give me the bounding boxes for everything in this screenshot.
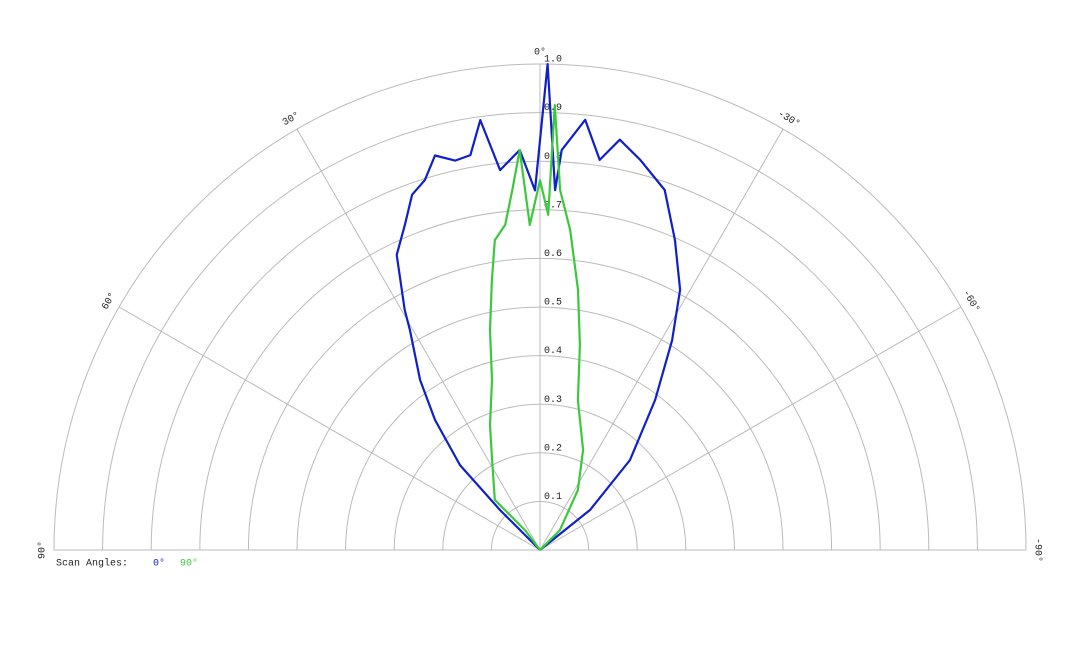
grid-spoke — [296, 128, 541, 551]
grid-spoke — [539, 306, 962, 551]
legend-title: Scan Angles: — [56, 558, 128, 570]
theta-tick-label: 30° — [281, 110, 303, 129]
grid-spoke — [118, 306, 541, 551]
r-tick-label: 0.4 — [544, 346, 562, 357]
r-tick-label: 0.9 — [544, 103, 562, 114]
theta-tick-label: 60° — [100, 291, 119, 313]
r-tick-label: 0.2 — [544, 443, 562, 454]
grid-spoke — [539, 128, 784, 551]
r-tick-label: 0.3 — [544, 395, 562, 406]
r-tick-label: 1.0 — [544, 55, 562, 66]
series-line — [488, 104, 585, 551]
r-tick-label: 0.6 — [544, 249, 562, 260]
r-tick-label: 0.5 — [544, 298, 562, 309]
legend-entry: 0° — [153, 558, 165, 570]
theta-tick-label: 90° — [37, 541, 49, 559]
theta-tick-label: 0° — [534, 47, 546, 59]
legend-entry: 90° — [180, 558, 198, 570]
r-tick-label: 0.7 — [544, 200, 562, 211]
theta-tick-label: -90° — [1031, 538, 1043, 562]
r-tick-label: 0.1 — [544, 492, 562, 503]
